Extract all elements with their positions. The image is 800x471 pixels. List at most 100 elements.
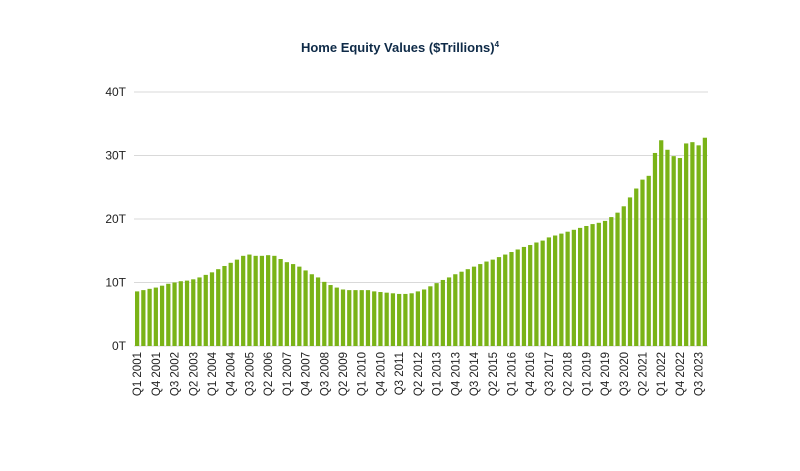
bar <box>372 291 377 346</box>
bar <box>409 293 414 346</box>
bar <box>397 293 402 346</box>
x-tick-label: Q1 2016 <box>506 352 518 396</box>
x-tick-label: Q1 2007 <box>282 352 294 396</box>
x-tick-label: Q1 2022 <box>656 352 668 396</box>
bar <box>565 231 570 346</box>
x-tick-label: Q1 2004 <box>207 351 219 396</box>
x-tick-label: Q4 2016 <box>525 352 537 396</box>
bar <box>609 217 614 346</box>
bar <box>684 143 689 346</box>
x-tick-label: Q2 2006 <box>263 352 275 396</box>
bar <box>434 283 439 346</box>
bar <box>290 264 296 346</box>
bar <box>135 291 140 346</box>
bar <box>422 289 427 346</box>
x-tick-label: Q2 2003 <box>188 352 200 396</box>
bar <box>696 145 701 346</box>
x-tick-label: Q1 2010 <box>357 352 369 396</box>
bar <box>141 290 146 346</box>
x-tick-label: Q2 2012 <box>413 352 425 396</box>
bar <box>627 197 633 346</box>
x-tick-label: Q2 2009 <box>338 352 350 396</box>
bar <box>259 255 265 346</box>
bar <box>184 280 190 346</box>
bar <box>677 158 683 346</box>
bar <box>571 229 576 346</box>
bars <box>135 137 707 347</box>
bar <box>590 224 595 346</box>
bar <box>546 237 552 346</box>
bar <box>297 266 302 347</box>
bar <box>640 179 645 346</box>
bar <box>403 293 408 346</box>
bar <box>702 137 707 346</box>
x-tick-label: Q4 2013 <box>450 352 462 396</box>
y-tick-label: 30T <box>105 149 126 163</box>
bar <box>166 283 171 346</box>
bar <box>247 254 252 346</box>
bar <box>553 235 558 346</box>
bar <box>584 225 589 346</box>
bar <box>415 291 420 346</box>
bar <box>309 274 314 346</box>
bar <box>446 277 452 346</box>
x-tick-label: Q4 2004 <box>226 351 238 396</box>
bar <box>353 290 358 346</box>
bar <box>665 149 670 346</box>
bar <box>178 281 183 346</box>
x-axis-tick-labels: Q1 2001 Q4 2001 Q3 2002 Q2 2003 Q1 2004 Q4 20… <box>132 351 706 396</box>
bar <box>515 249 520 346</box>
bar <box>384 292 389 346</box>
y-tick-label: 10T <box>105 276 126 290</box>
bar <box>209 272 215 346</box>
x-tick-label: Q1 2001 <box>132 352 144 396</box>
x-tick-label: Q3 2014 <box>469 351 481 396</box>
bar <box>634 188 639 346</box>
bar <box>284 262 289 346</box>
bar <box>652 152 658 346</box>
bar <box>621 206 626 346</box>
bar <box>253 255 258 346</box>
bar <box>690 142 695 346</box>
bar <box>234 259 240 346</box>
x-tick-label: Q3 2017 <box>544 352 556 396</box>
x-tick-label: Q4 2019 <box>600 352 612 396</box>
bar <box>378 292 383 346</box>
x-tick-label: Q4 2007 <box>301 352 313 396</box>
bar <box>540 240 545 346</box>
bar <box>303 270 308 346</box>
x-tick-label: Q4 2010 <box>375 352 387 396</box>
bar <box>172 282 177 346</box>
bar <box>228 262 233 346</box>
bar <box>322 281 327 346</box>
chart-title-text: Home Equity Values ($Trillions) <box>301 40 495 55</box>
bar <box>478 264 483 346</box>
bar <box>365 290 371 346</box>
bar <box>496 257 502 346</box>
bar <box>465 269 470 346</box>
x-tick-label: Q2 2015 <box>488 352 500 396</box>
bar <box>197 277 202 346</box>
bar <box>359 290 364 346</box>
x-tick-label: Q3 2008 <box>319 352 331 396</box>
bar <box>602 220 608 346</box>
bar <box>266 255 271 346</box>
x-tick-label: Q1 2019 <box>581 352 593 396</box>
bar <box>490 259 495 346</box>
bar <box>278 259 283 346</box>
x-tick-label: Q1 2013 <box>432 352 444 396</box>
bar <box>334 287 339 346</box>
bar <box>484 261 489 346</box>
bar <box>646 175 651 346</box>
bar <box>147 288 152 346</box>
bar <box>615 212 620 346</box>
bar <box>459 271 464 346</box>
x-tick-label: Q4 2001 <box>151 352 163 396</box>
bar <box>340 289 346 346</box>
x-tick-label: Q4 2022 <box>675 352 687 396</box>
x-tick-label: Q3 2011 <box>394 352 406 395</box>
chart-title: Home Equity Values ($Trillions)4 <box>301 40 500 55</box>
x-tick-label: Q3 2002 <box>170 352 182 396</box>
chart-title-superscript: 4 <box>495 40 500 49</box>
